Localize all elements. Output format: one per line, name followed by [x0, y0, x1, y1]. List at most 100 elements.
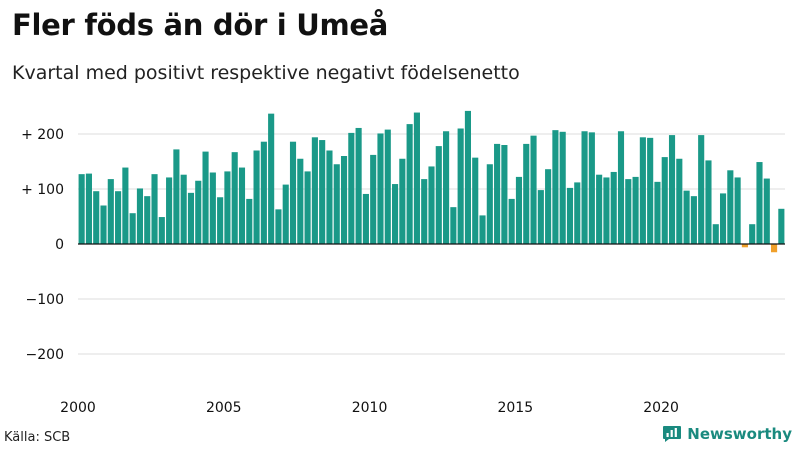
- bar: [370, 154, 377, 244]
- bar: [348, 132, 355, 244]
- bar: [581, 131, 588, 244]
- bar: [180, 174, 187, 244]
- bar: [435, 146, 442, 244]
- bar: [158, 217, 165, 244]
- bar: [690, 196, 697, 244]
- bar: [705, 160, 712, 244]
- bar: [661, 157, 668, 244]
- bar: [734, 177, 741, 244]
- bar: [224, 171, 231, 244]
- bar: [501, 145, 508, 244]
- bar: [340, 156, 348, 244]
- source-label: Källa: SCB: [4, 430, 71, 445]
- bar: [588, 132, 595, 244]
- bar: [129, 213, 136, 244]
- bar: [166, 177, 173, 244]
- bar: [727, 170, 734, 244]
- brand-name: Newsworthy: [687, 425, 792, 443]
- bar: [268, 113, 275, 245]
- bar: [399, 158, 406, 244]
- bar: [85, 173, 92, 244]
- bar: [457, 128, 464, 244]
- bar: [413, 112, 420, 244]
- bar: [683, 190, 690, 244]
- x-tick-label: 2015: [497, 400, 533, 416]
- bar: [508, 198, 515, 244]
- bar: [384, 129, 391, 244]
- bar: [741, 244, 748, 248]
- bar: [559, 131, 566, 244]
- bar: [260, 141, 267, 244]
- bar: [136, 188, 144, 244]
- bar: [778, 208, 785, 244]
- bar: [756, 162, 763, 244]
- x-tick-label: 2020: [643, 400, 679, 416]
- bar: [668, 135, 676, 244]
- bar: [333, 164, 340, 244]
- bar: [253, 150, 260, 244]
- bar: [712, 224, 719, 244]
- bar: [443, 131, 450, 244]
- bar: [78, 174, 85, 244]
- bars: [78, 110, 785, 253]
- axes: + 200 + 100 0 −100 −200 2000 2005 2010 2015 2020: [21, 127, 785, 416]
- bar: [107, 179, 114, 244]
- y-tick-label: −100: [26, 292, 64, 308]
- bar: [610, 171, 617, 244]
- bar: [406, 124, 413, 244]
- bar: [238, 167, 246, 244]
- bar: [209, 172, 216, 244]
- bar: [195, 180, 202, 244]
- bar: [355, 127, 362, 244]
- bar: [639, 137, 646, 244]
- bar: [173, 149, 180, 244]
- bar: [362, 193, 369, 244]
- bar: [464, 110, 471, 245]
- bar: [530, 135, 537, 244]
- bar: [231, 152, 238, 244]
- bar: [115, 191, 122, 244]
- chart-subtitle: Kvartal med positivt respektive negativt…: [12, 62, 520, 84]
- bar: [676, 158, 683, 244]
- bar: [122, 167, 129, 244]
- bar: [545, 169, 552, 244]
- bar: [472, 157, 479, 244]
- bar: [93, 191, 100, 244]
- bar-chart-speech-icon: [663, 426, 682, 442]
- y-tick-label: −200: [26, 347, 64, 363]
- brand-logo[interactable]: Newsworthy: [662, 425, 792, 443]
- bar: [421, 179, 428, 244]
- bar: [625, 179, 632, 244]
- bar: [144, 196, 151, 244]
- y-tick-label: + 200: [21, 127, 64, 143]
- bar: [377, 133, 384, 244]
- bar: [297, 158, 304, 244]
- bar: [275, 209, 282, 244]
- bar: [304, 171, 311, 244]
- bar: [187, 192, 195, 244]
- bar: [552, 130, 559, 244]
- bar: [311, 137, 318, 244]
- bar: [515, 176, 523, 244]
- chart-title: Fler föds än dör i Umeå: [12, 8, 389, 42]
- y-tick-label: 0: [55, 237, 64, 253]
- bar: [151, 174, 158, 244]
- bar: [574, 182, 581, 244]
- bar: [282, 184, 289, 244]
- bar: [486, 164, 493, 244]
- bar: [719, 193, 727, 244]
- bar: [428, 166, 435, 244]
- bar: [100, 205, 107, 244]
- bar: [289, 141, 297, 244]
- bar: [603, 177, 610, 244]
- bar: [763, 178, 770, 244]
- bar: [698, 135, 705, 244]
- bar: [771, 244, 778, 253]
- bar: [494, 143, 501, 244]
- x-tick-label: 2000: [60, 400, 96, 416]
- x-tick-label: 2010: [352, 400, 388, 416]
- bar: [617, 131, 625, 244]
- bar: [319, 140, 326, 244]
- bar: [596, 174, 603, 244]
